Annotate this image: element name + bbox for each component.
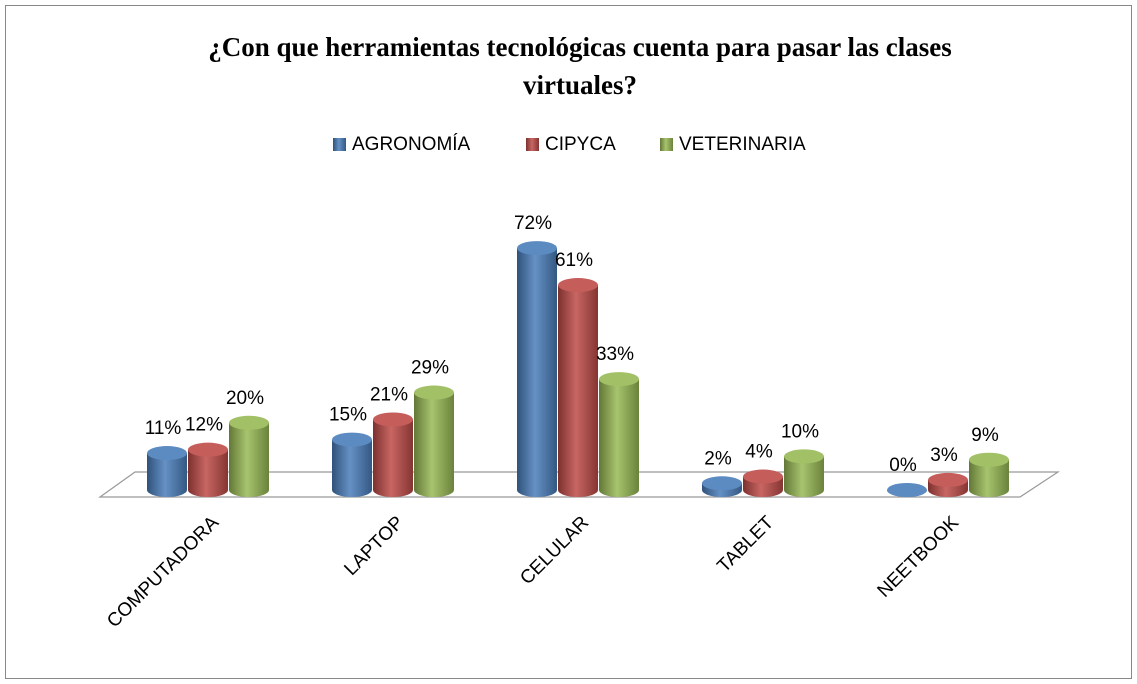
data-label: 2% [704, 448, 732, 469]
bar-top [928, 472, 968, 487]
bar [188, 442, 228, 497]
bar-body [784, 456, 824, 497]
bar [599, 372, 639, 497]
bar-body [599, 379, 639, 497]
bar [558, 278, 598, 497]
bar-body [373, 419, 413, 497]
bar-top [702, 476, 742, 491]
data-label: 3% [930, 445, 958, 466]
bar [373, 412, 413, 497]
data-label: 29% [411, 358, 449, 379]
bar-body [969, 459, 1009, 497]
data-label: 15% [329, 405, 367, 426]
chart-title: ¿Con que herramientas tecnológicas cuent… [208, 32, 951, 100]
bar [147, 446, 187, 497]
bar [414, 385, 454, 497]
data-label: 11% [145, 418, 182, 439]
bar-top [188, 442, 228, 457]
bar-top [887, 483, 927, 497]
bar [702, 476, 742, 497]
bar-top [517, 241, 557, 256]
data-label: 33% [596, 344, 634, 365]
legend-label: AGRONOMÍA [352, 134, 471, 155]
bar [517, 241, 557, 497]
bar-top [784, 449, 824, 464]
bar-body [147, 453, 187, 497]
bar-body [414, 392, 454, 497]
legend-swatch [333, 138, 346, 151]
bar-top [373, 412, 413, 427]
bar [784, 449, 824, 497]
data-label: 72% [514, 213, 552, 234]
bar-top [332, 432, 372, 447]
data-label: 9% [971, 425, 999, 446]
data-label: 21% [370, 384, 408, 405]
data-label: 4% [745, 442, 773, 463]
legend-swatch [526, 138, 539, 151]
data-label: 0% [889, 455, 917, 476]
bar [743, 469, 783, 497]
bar-body [332, 439, 372, 497]
bar [928, 472, 968, 497]
bar-top [743, 469, 783, 484]
bar [229, 415, 269, 497]
data-label: 20% [226, 388, 264, 409]
bar-top [147, 446, 187, 461]
legend-swatch [660, 138, 673, 151]
bar [887, 483, 927, 497]
bar-body [188, 449, 228, 497]
bar [332, 432, 372, 497]
bar-body [517, 248, 557, 497]
bar-body [229, 422, 269, 497]
bar-top [969, 452, 1009, 467]
legend-label: VETERINARIA [679, 134, 806, 155]
data-label: 12% [185, 415, 223, 436]
bar-top [558, 278, 598, 293]
data-label: 61% [555, 250, 593, 271]
bar-top [599, 372, 639, 387]
data-label: 10% [781, 421, 819, 442]
bar-top [414, 385, 454, 400]
bar [969, 452, 1009, 497]
legend-label: CIPYCA [545, 134, 616, 155]
bar-top [229, 415, 269, 430]
bar-body [558, 285, 598, 497]
